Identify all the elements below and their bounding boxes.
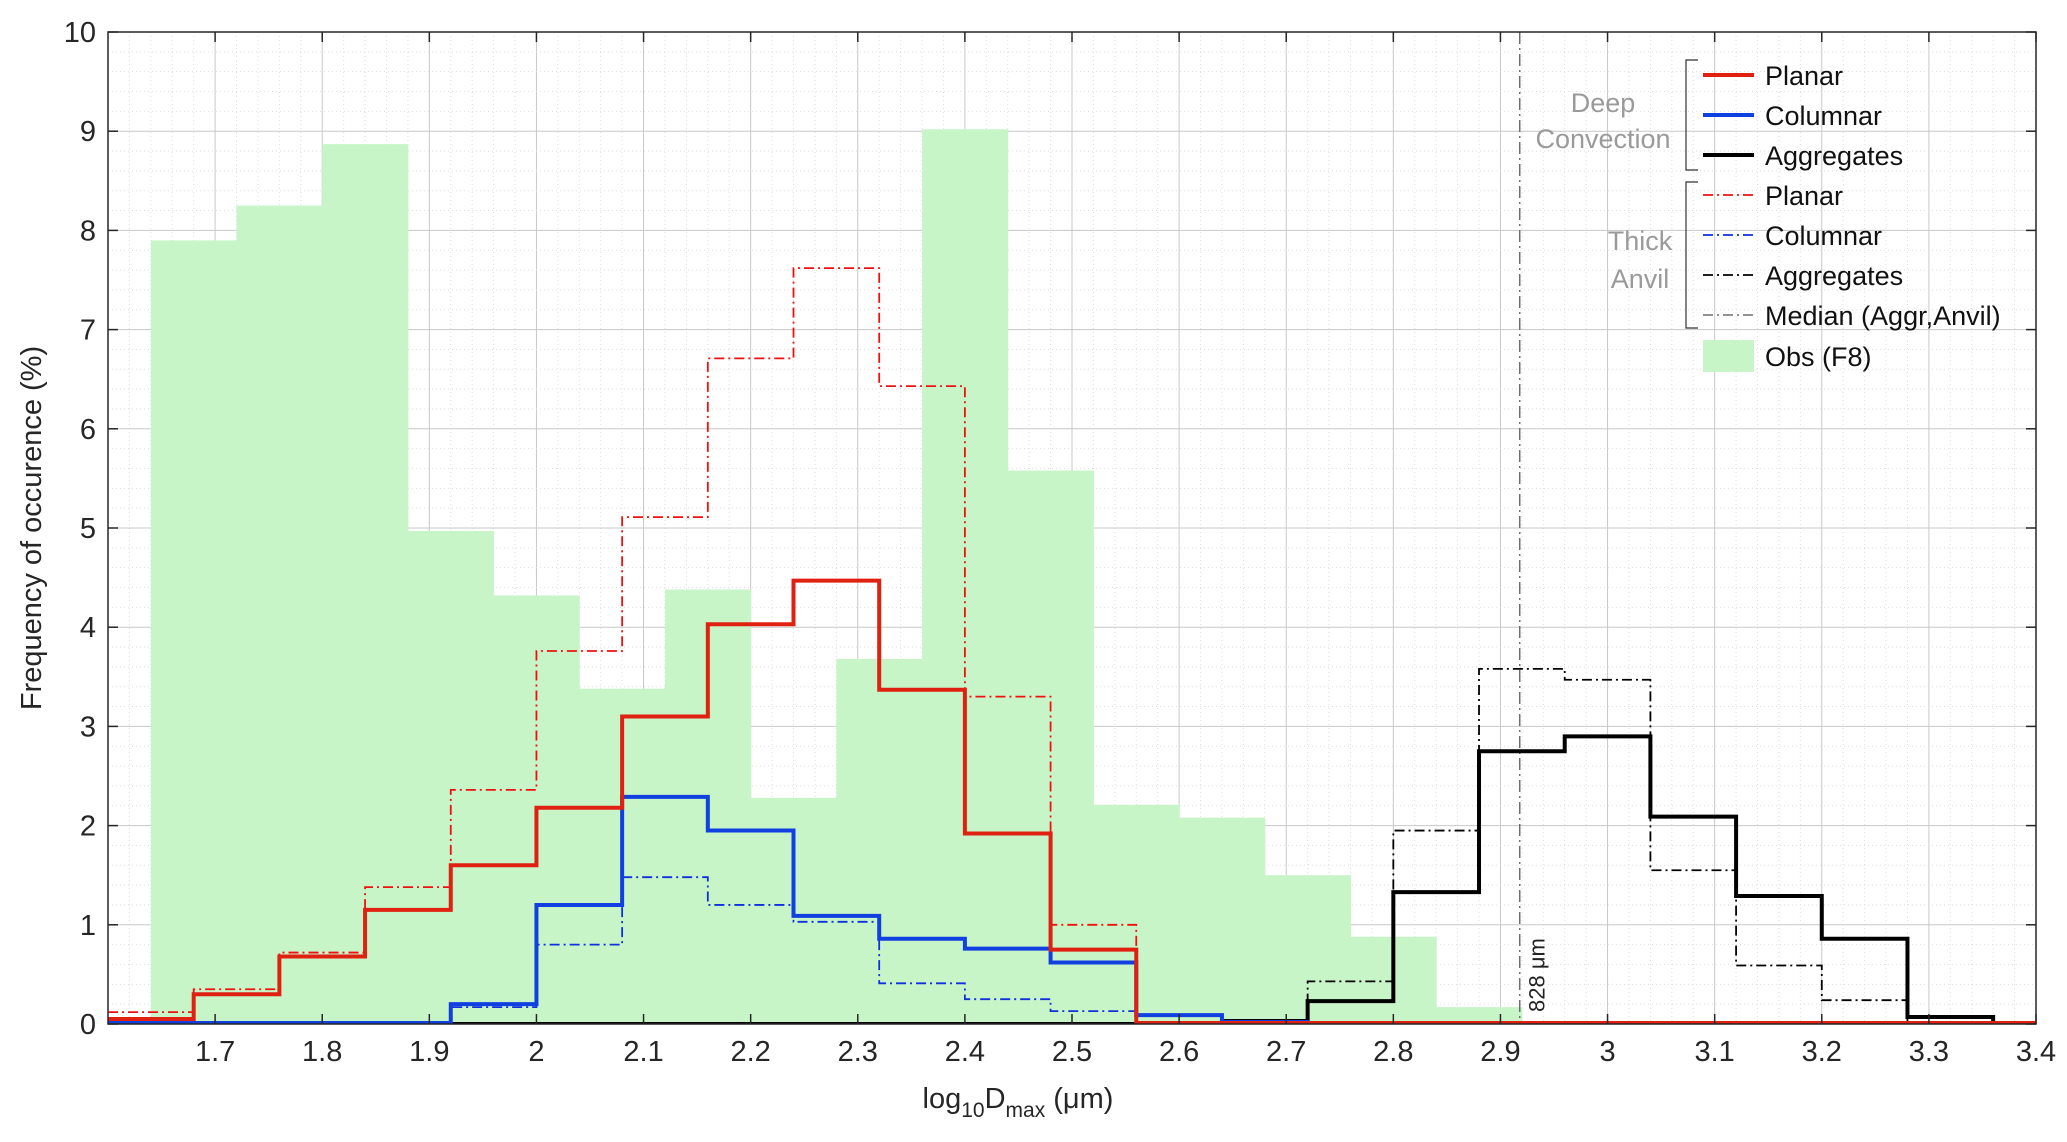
x-tick-label: 2.7 xyxy=(1266,1036,1306,1068)
x-tick-label: 3.4 xyxy=(2016,1036,2056,1068)
legend-item-label: Aggregates xyxy=(1765,261,1903,291)
series-aggregates-deep-convection-line xyxy=(108,734,2036,1024)
y-tick-label: 2 xyxy=(80,811,96,843)
x-tick-label: 1.7 xyxy=(195,1036,235,1068)
series-lines xyxy=(108,267,2036,1024)
legend-group-anvil-label-1: Thick xyxy=(1608,226,1673,256)
obs-bar xyxy=(150,240,238,1024)
y-axis-label: Frequency of occurence (%) xyxy=(16,346,48,710)
x-tick-label: 3 xyxy=(1599,1036,1615,1068)
axis-ticks: 1.7 1.8 1.9 2 2.1 2.2 2.3 2.4 2.5 2.6 2.7 2.8 2.9 3 3.… xyxy=(64,17,2056,1068)
y-tick-label: 0 xyxy=(80,1009,96,1041)
y-tick-label: 8 xyxy=(80,215,96,247)
x-tick-label: 2.4 xyxy=(945,1036,985,1068)
legend-group-thick-anvil: Thick Anvil xyxy=(1608,226,1673,294)
median-label: 828 μm xyxy=(1525,938,1550,1012)
y-tick-label: 5 xyxy=(80,513,96,545)
legend-item-label: Planar xyxy=(1765,61,1843,91)
x-axis-label-d: D xyxy=(985,1083,1006,1115)
x-tick-label: 2.6 xyxy=(1159,1036,1199,1068)
obs-bar xyxy=(1179,817,1266,1024)
x-axis-label-submax: max xyxy=(1006,1099,1046,1122)
y-tick-label: 3 xyxy=(80,711,96,743)
legend-group-anvil-label-2: Anvil xyxy=(1611,264,1670,294)
x-axis-label-sub10: 10 xyxy=(961,1099,984,1122)
legend-group-deep-label-1: Deep xyxy=(1571,88,1636,118)
median-line-group: 828 μm xyxy=(1518,32,1550,1024)
legend-group-deep-convection: Deep Convection xyxy=(1535,88,1670,154)
legend: Deep Convection Thick Anvil Planar Columnar Ag… xyxy=(1535,59,2001,372)
legend-group-deep-label-2: Convection xyxy=(1535,124,1670,154)
x-tick-label: 2.3 xyxy=(838,1036,878,1068)
y-tick-label: 6 xyxy=(80,414,96,446)
y-tick-label: 4 xyxy=(80,612,96,644)
x-tick-label: 2.5 xyxy=(1052,1036,1092,1068)
legend-swatch-obs xyxy=(1703,340,1754,372)
x-tick-label: 1.9 xyxy=(409,1036,449,1068)
x-tick-label: 2.8 xyxy=(1373,1036,1413,1068)
x-tick-label: 2.9 xyxy=(1480,1036,1520,1068)
legend-item-label: Columnar xyxy=(1765,101,1882,131)
y-tick-label: 1 xyxy=(80,910,96,942)
obs-bar xyxy=(236,205,323,1024)
x-axis-label: log10Dmax (μm) xyxy=(923,1083,1114,1122)
x-tick-label: 3.3 xyxy=(1909,1036,1949,1068)
x-tick-label: 1.8 xyxy=(302,1036,342,1068)
legend-item-label: Planar xyxy=(1765,181,1843,211)
x-tick-label: 3.2 xyxy=(1802,1036,1842,1068)
x-tick-label: 2.2 xyxy=(731,1036,771,1068)
y-tick-label: 10 xyxy=(64,17,96,49)
x-tick-label: 2 xyxy=(528,1036,544,1068)
legend-item-label: Obs (F8) xyxy=(1765,342,1872,372)
obs-bar xyxy=(407,530,495,1024)
x-axis-label-unit: (μm) xyxy=(1045,1083,1113,1115)
x-axis-label-log: log xyxy=(923,1083,962,1115)
x-tick-label: 3.1 xyxy=(1695,1036,1735,1068)
series-planar-thick-anvil-line xyxy=(108,267,2036,1023)
legend-item-label: Aggregates xyxy=(1765,141,1903,171)
legend-item-label: Columnar xyxy=(1765,221,1882,251)
series-aggregates-thick-anvil-line xyxy=(108,667,2036,1024)
legend-bracket-thick-anvil xyxy=(1685,181,1698,329)
x-tick-label: 2.1 xyxy=(623,1036,663,1068)
y-tick-label: 7 xyxy=(80,315,96,347)
legend-item-label: Median (Aggr,Anvil) xyxy=(1765,301,2001,331)
obs-bar xyxy=(322,144,409,1024)
legend-bracket-deep-convection xyxy=(1685,59,1698,171)
series-planar-deep-convection-line xyxy=(108,578,2036,1024)
y-tick-label: 9 xyxy=(80,116,96,148)
series-columnar-deep-convection-line xyxy=(108,794,2036,1024)
